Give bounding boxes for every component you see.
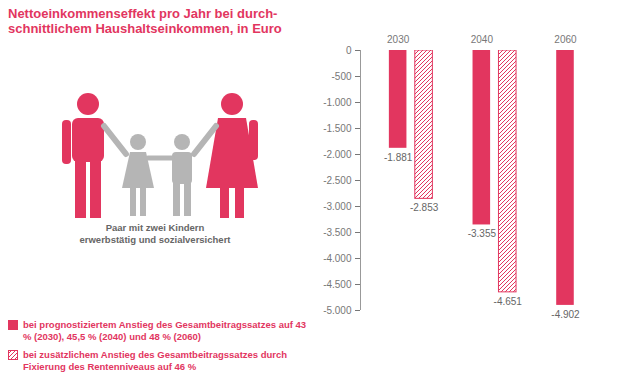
svg-text:2040: 2040 xyxy=(471,34,494,45)
html-text:bei prognostiziertem Anstieg d: bei prognostiziertem Anstieg des Gesamtb… xyxy=(23,319,307,342)
html-text:Nettoeinkommenseffekt pro Jahr: Nettoeinkommenseffekt pro Jahr bei durch… xyxy=(8,6,282,36)
svg-text:-3.000: -3.000 xyxy=(323,201,352,212)
svg-text:-5.000: -5.000 xyxy=(323,305,352,316)
svg-text:-2.500: -2.500 xyxy=(323,175,352,186)
svg-text:-1.881: -1.881 xyxy=(384,152,413,163)
svg-text:-1.500: -1.500 xyxy=(323,123,352,134)
html-text:Paar mit zwei Kindern erwerbst: Paar mit zwei Kindern erwerbstätig und s… xyxy=(79,222,231,245)
svg-text:-1.000: -1.000 xyxy=(323,97,352,108)
svg-text:-3.355: -3.355 xyxy=(468,228,497,239)
svg-text:-4.651: -4.651 xyxy=(494,296,523,307)
html-text:bei zusätzlichem Anstieg des G: bei zusätzlichem Anstieg des Gesamtbeitr… xyxy=(23,349,288,372)
svg-text:-2.000: -2.000 xyxy=(323,149,352,160)
svg-text:-500: -500 xyxy=(331,71,351,82)
svg-text:-4.000: -4.000 xyxy=(323,253,352,264)
svg-text:-3.500: -3.500 xyxy=(323,227,352,238)
svg-text:2060: 2060 xyxy=(554,34,577,45)
svg-text:-4.902: -4.902 xyxy=(551,309,580,320)
svg-text:2030: 2030 xyxy=(387,34,410,45)
svg-text:0: 0 xyxy=(346,45,352,56)
svg-text:-2.853: -2.853 xyxy=(410,202,439,213)
svg-text:-4.500: -4.500 xyxy=(323,279,352,290)
